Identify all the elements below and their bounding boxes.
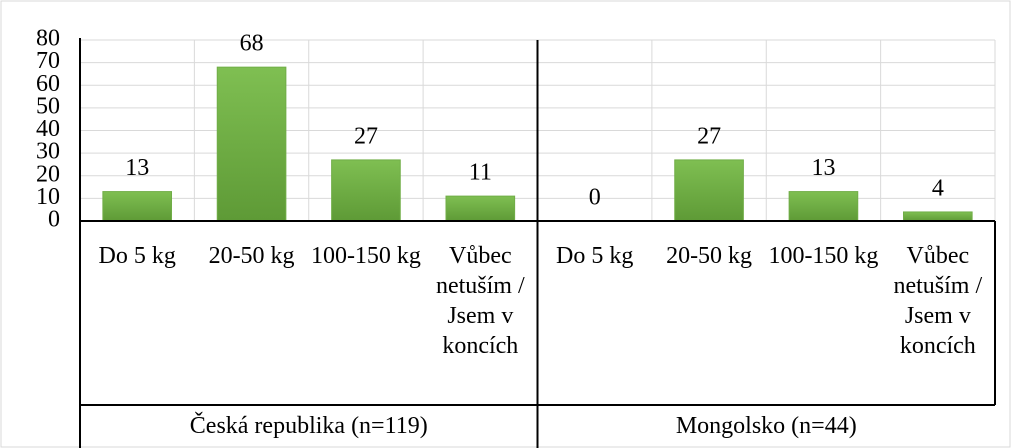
y-tick-label: 40	[36, 116, 60, 142]
data-label: 11	[469, 160, 492, 186]
x-tick-label: 100-150 kg	[310, 243, 421, 269]
bar	[331, 159, 401, 222]
data-label: 4	[932, 175, 944, 201]
group-label: Mongolsko (n=44)	[675, 413, 857, 439]
data-label: 68	[240, 31, 264, 57]
y-tick-label: 70	[36, 48, 60, 74]
y-tick-label: 50	[36, 93, 60, 119]
x-tick-label: Vůbec netuším / Jsem v koncích	[435, 243, 525, 359]
data-label: 27	[697, 123, 721, 149]
bar	[674, 159, 744, 222]
data-label: 27	[354, 123, 378, 149]
x-tick-label: Do 5 kg	[556, 243, 634, 269]
y-tick-label: 10	[36, 184, 60, 210]
bar	[216, 66, 287, 222]
x-tick-label: 20-50 kg	[666, 243, 753, 269]
y-tick-label: 20	[36, 161, 60, 187]
y-tick-label: 80	[36, 26, 60, 52]
x-tick-label: Do 5 kg	[98, 243, 176, 269]
group-label: Česká republika (n=119)	[189, 413, 428, 439]
x-tick-label: 20-50 kg	[208, 243, 295, 269]
data-label: 13	[125, 155, 149, 181]
data-label: 0	[589, 185, 601, 211]
y-tick-label: 30	[36, 139, 60, 165]
y-tick-label: 0	[48, 207, 60, 233]
x-tick-label: Vůbec netuším / Jsem v koncích	[893, 243, 983, 359]
data-label: 13	[811, 155, 835, 181]
bar	[788, 191, 859, 222]
y-tick-label: 60	[36, 71, 60, 97]
bar	[445, 195, 516, 222]
bar	[903, 211, 973, 222]
x-tick-label: 100-150 kg	[768, 243, 879, 269]
bar	[102, 191, 172, 222]
